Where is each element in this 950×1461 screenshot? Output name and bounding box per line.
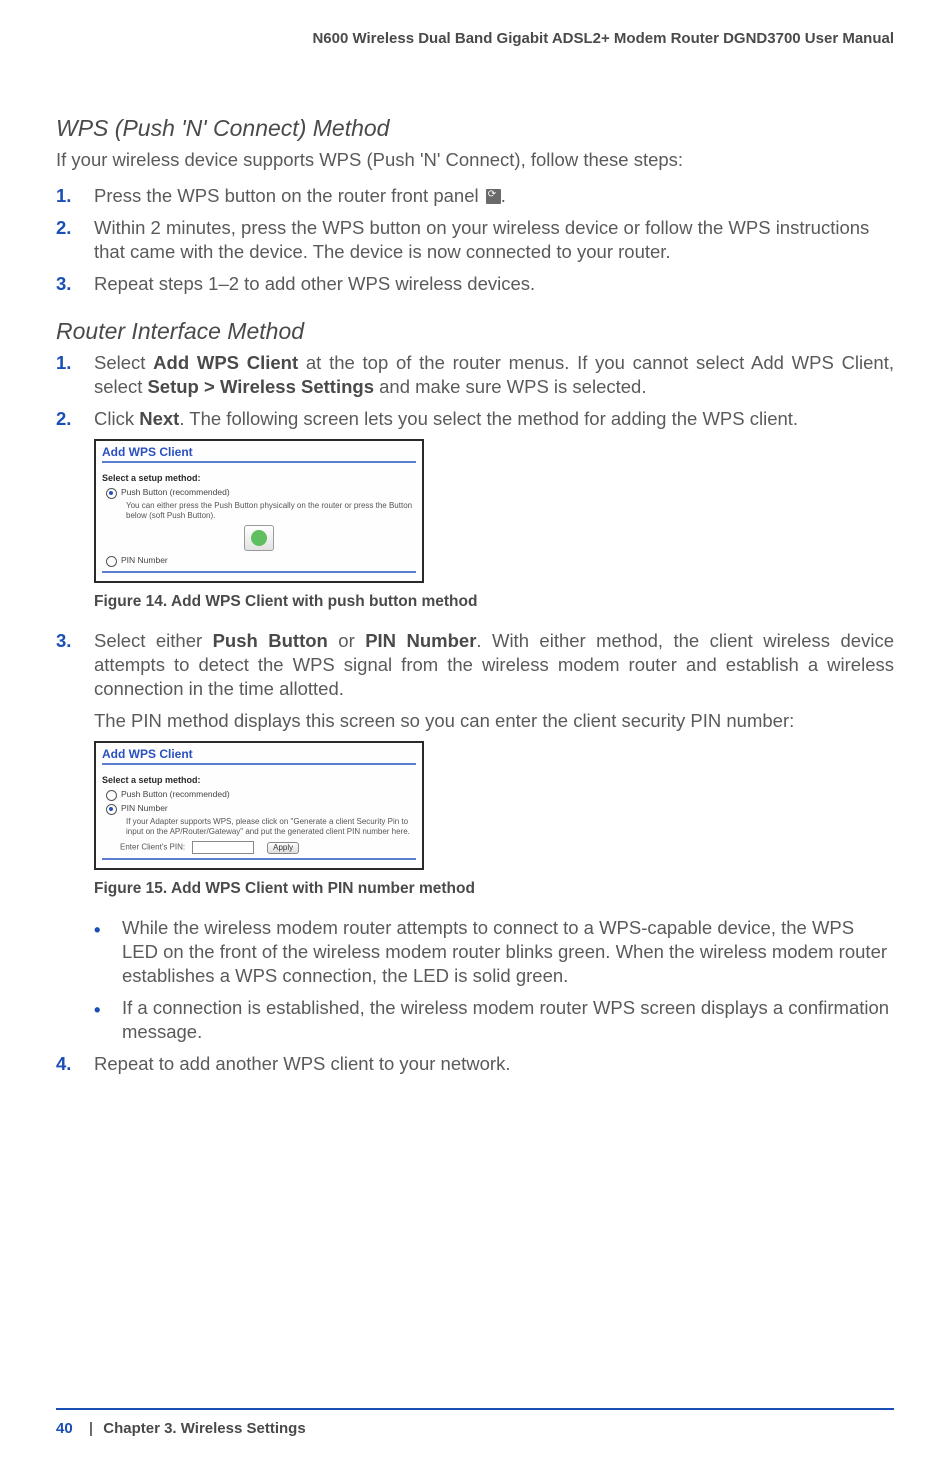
step-item: 1. Select Add WPS Client at the top of t… <box>56 351 894 399</box>
step-item: 4. Repeat to add another WPS client to y… <box>56 1052 894 1076</box>
step-number: 2. <box>56 407 71 431</box>
step-text-part: Select either <box>94 630 213 651</box>
bold-term: Setup > Wireless Settings <box>147 376 374 397</box>
router-steps-list-final: 4. Repeat to add another WPS client to y… <box>56 1052 894 1076</box>
bullet-text: While the wireless modem router attempts… <box>122 917 887 986</box>
divider <box>102 461 416 463</box>
screenshot-box: Add WPS Client Select a setup method: Pu… <box>94 741 424 870</box>
section-heading-router: Router Interface Method <box>56 318 894 345</box>
radio-label: Push Button (recommended) <box>121 487 230 497</box>
apply-button[interactable]: Apply <box>267 842 299 854</box>
panel-title: Add WPS Client <box>102 747 416 761</box>
footer-text: 40 | Chapter 3. Wireless Settings <box>56 1420 894 1437</box>
step-text-part: and make sure WPS is selected. <box>374 376 646 397</box>
notes-list: • While the wireless modem router attemp… <box>94 916 894 1044</box>
divider <box>102 763 416 765</box>
radio-label: Push Button (recommended) <box>121 789 230 799</box>
doc-header-title: N600 Wireless Dual Band Gigabit ADSL2+ M… <box>56 30 894 47</box>
step-text: Repeat to add another WPS client to your… <box>94 1053 510 1074</box>
radio-icon[interactable] <box>106 790 117 801</box>
wps-green-icon <box>251 530 267 546</box>
page-footer: 40 | Chapter 3. Wireless Settings <box>0 1408 950 1437</box>
bullet-icon: • <box>94 918 100 942</box>
step-text-part: Click <box>94 408 139 429</box>
step-text: Repeat steps 1–2 to add other WPS wirele… <box>94 273 535 294</box>
pin-intro-text: The PIN method displays this screen so y… <box>94 709 894 733</box>
push-desc: You can either press the Push Button phy… <box>126 501 416 521</box>
bold-term: Add WPS Client <box>153 352 298 373</box>
wps-steps-list: 1. Press the WPS button on the router fr… <box>56 184 894 296</box>
step-number: 1. <box>56 184 71 208</box>
figure-14-panel: Add WPS Client Select a setup method: Pu… <box>94 439 894 583</box>
radio-icon[interactable] <box>106 488 117 499</box>
screenshot-box: Add WPS Client Select a setup method: Pu… <box>94 439 424 583</box>
bullet-text: If a connection is established, the wire… <box>122 997 889 1042</box>
figure-15-panel: Add WPS Client Select a setup method: Pu… <box>94 741 894 870</box>
radio-label: PIN Number <box>121 803 168 813</box>
bold-term: Next <box>139 408 179 429</box>
radio-row-push[interactable]: Push Button (recommended) <box>106 487 416 499</box>
bullet-icon: • <box>94 998 100 1022</box>
footer-separator: | <box>89 1420 93 1437</box>
step-number: 2. <box>56 216 71 240</box>
radio-icon[interactable] <box>106 804 117 815</box>
manual-page: N600 Wireless Dual Band Gigabit ADSL2+ M… <box>0 0 950 1461</box>
router-steps-list-cont: 3. Select either Push Button or PIN Numb… <box>56 629 894 701</box>
radio-row-pin[interactable]: PIN Number <box>106 803 416 815</box>
radio-row-pin[interactable]: PIN Number <box>106 555 416 567</box>
step-text: Press the WPS button on the router front… <box>94 185 479 206</box>
enter-pin-label: Enter Client's PIN: <box>120 843 185 852</box>
step-text: Within 2 minutes, press the WPS button o… <box>94 217 869 262</box>
step-item: 1. Press the WPS button on the router fr… <box>56 184 894 208</box>
pin-entry-row: Enter Client's PIN: Apply <box>120 841 416 854</box>
step-text-part: Select <box>94 352 153 373</box>
step-item: 3. Repeat steps 1–2 to add other WPS wir… <box>56 272 894 296</box>
router-steps-list: 1. Select Add WPS Client at the top of t… <box>56 351 894 431</box>
bold-term: Push Button <box>213 630 328 651</box>
step-item: 2. Within 2 minutes, press the WPS butto… <box>56 216 894 264</box>
panel-subhead: Select a setup method: <box>102 775 416 785</box>
wps-soft-button[interactable] <box>244 525 274 551</box>
wps-button-icon <box>486 189 501 204</box>
step-number: 3. <box>56 629 71 653</box>
step-number: 3. <box>56 272 71 296</box>
step-text-part: or <box>328 630 365 651</box>
figure-15-caption: Figure 15. Add WPS Client with PIN numbe… <box>94 880 894 898</box>
divider <box>102 571 416 573</box>
bold-term: PIN Number <box>365 630 476 651</box>
step-text-part: . The following screen lets you select t… <box>179 408 798 429</box>
step-number: 4. <box>56 1052 71 1076</box>
step-item: 3. Select either Push Button or PIN Numb… <box>56 629 894 701</box>
bullet-item: • If a connection is established, the wi… <box>94 996 894 1044</box>
footer-rule <box>56 1408 894 1410</box>
radio-label: PIN Number <box>121 555 168 565</box>
radio-icon[interactable] <box>106 556 117 567</box>
figure-14-caption: Figure 14. Add WPS Client with push butt… <box>94 593 894 611</box>
pin-desc: If your Adapter supports WPS, please cli… <box>126 817 416 837</box>
radio-row-push[interactable]: Push Button (recommended) <box>106 789 416 801</box>
page-number: 40 <box>56 1420 73 1437</box>
step-text-after: . <box>501 185 506 206</box>
pin-input[interactable] <box>192 841 254 854</box>
panel-title: Add WPS Client <box>102 445 416 459</box>
intro-text: If your wireless device supports WPS (Pu… <box>56 148 894 172</box>
panel-subhead: Select a setup method: <box>102 473 416 483</box>
bullet-item: • While the wireless modem router attemp… <box>94 916 894 988</box>
chapter-title: Chapter 3. Wireless Settings <box>103 1420 305 1437</box>
step-number: 1. <box>56 351 71 375</box>
section-heading-wps: WPS (Push 'N' Connect) Method <box>56 115 894 142</box>
step-item: 2. Click Next. The following screen lets… <box>56 407 894 431</box>
divider <box>102 858 416 860</box>
